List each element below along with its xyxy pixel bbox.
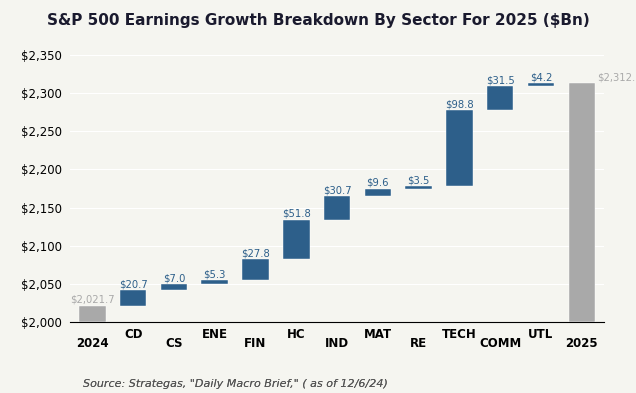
Text: 2025: 2025 xyxy=(565,337,598,350)
Text: $3.5: $3.5 xyxy=(408,175,430,185)
Bar xyxy=(528,83,554,86)
Text: $30.7: $30.7 xyxy=(322,185,352,195)
Text: CD: CD xyxy=(124,329,142,342)
Text: $27.8: $27.8 xyxy=(241,248,270,259)
Text: $9.6: $9.6 xyxy=(366,178,389,188)
Text: RE: RE xyxy=(410,337,427,350)
Text: $2,312.6: $2,312.6 xyxy=(597,72,636,83)
Text: TECH: TECH xyxy=(442,329,477,342)
Text: $51.8: $51.8 xyxy=(282,209,310,219)
Text: IND: IND xyxy=(325,337,349,350)
Text: FIN: FIN xyxy=(244,337,266,350)
Text: $20.7: $20.7 xyxy=(119,279,148,289)
Text: CS: CS xyxy=(165,337,183,350)
Text: UTL: UTL xyxy=(529,329,553,342)
Text: ENE: ENE xyxy=(202,329,228,342)
Bar xyxy=(202,281,228,285)
Bar xyxy=(364,189,391,196)
Text: HC: HC xyxy=(287,329,306,342)
Text: $7.0: $7.0 xyxy=(163,274,185,284)
Bar xyxy=(324,196,350,220)
Bar xyxy=(283,220,310,259)
Text: $4.2: $4.2 xyxy=(530,72,552,83)
Bar xyxy=(161,285,187,290)
Text: $5.3: $5.3 xyxy=(204,270,226,280)
Text: MAT: MAT xyxy=(364,329,392,342)
Bar xyxy=(405,186,432,189)
Text: Source: Strategas, "Daily Macro Brief," ( as of 12/6/24): Source: Strategas, "Daily Macro Brief," … xyxy=(83,379,387,389)
Text: S&P 500 Earnings Growth Breakdown By Sector For 2025 ($Bn): S&P 500 Earnings Growth Breakdown By Sec… xyxy=(46,13,590,28)
Text: $2,021.7: $2,021.7 xyxy=(70,295,114,305)
Text: $31.5: $31.5 xyxy=(486,75,515,86)
Bar xyxy=(242,259,269,281)
Text: Source: Strategas, "Daily Macro Brief," ( as of 12/6/24): Source: Strategas, "Daily Macro Brief," … xyxy=(83,379,387,389)
Bar xyxy=(569,83,595,322)
Bar xyxy=(446,110,473,186)
Bar xyxy=(120,290,146,306)
Text: 2024: 2024 xyxy=(76,337,109,350)
Bar xyxy=(487,86,513,110)
Bar xyxy=(79,306,106,322)
Text: COMM: COMM xyxy=(479,337,522,350)
Text: $98.8: $98.8 xyxy=(445,100,474,110)
